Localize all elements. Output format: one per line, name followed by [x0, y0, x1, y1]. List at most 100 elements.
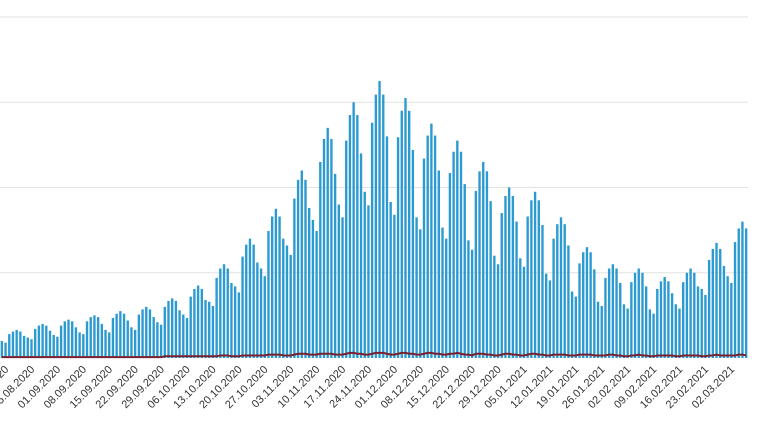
bar: [122, 313, 126, 358]
bar: [200, 288, 203, 358]
bar: [459, 151, 463, 358]
bar: [630, 282, 633, 358]
bar: [208, 301, 211, 358]
bar: [311, 219, 315, 358]
bar: [715, 242, 718, 358]
bar: [215, 277, 218, 358]
bar: [700, 288, 703, 358]
bar: [382, 94, 385, 358]
bar: [433, 135, 437, 358]
bar: [337, 204, 341, 358]
bar: [670, 293, 674, 358]
bar: [496, 264, 500, 358]
bar: [593, 269, 596, 358]
bar: [352, 102, 355, 359]
bar: [452, 151, 455, 358]
bar: [378, 80, 381, 358]
bar: [148, 309, 152, 358]
bar: [489, 201, 492, 358]
bar: [596, 301, 600, 358]
bar: [59, 325, 63, 358]
bar: [115, 313, 118, 358]
bar: [515, 221, 518, 358]
bar: [270, 216, 274, 358]
bar: [600, 306, 603, 358]
bar: [430, 123, 433, 358]
bar: [15, 329, 18, 358]
bar: [119, 311, 122, 358]
bar: [289, 254, 292, 358]
bar: [174, 300, 178, 358]
bar: [256, 262, 259, 358]
bar: [585, 247, 589, 358]
bar: [104, 329, 107, 358]
bar: [315, 230, 318, 358]
bar: [674, 304, 677, 358]
bar: [252, 244, 255, 358]
bar: [500, 213, 503, 358]
bar: [563, 224, 566, 358]
bar: [548, 280, 552, 358]
bar: [696, 286, 700, 358]
bar: [445, 238, 448, 358]
bar: [348, 115, 352, 358]
bar: [48, 330, 52, 358]
bar: [245, 244, 248, 358]
bar: [111, 317, 115, 358]
bar: [737, 228, 740, 358]
bar: [644, 286, 648, 358]
bar: [615, 268, 618, 358]
bar: [711, 248, 715, 358]
bar: [678, 308, 681, 358]
bar: [189, 296, 192, 358]
bar: [393, 214, 396, 358]
bar: [163, 306, 166, 358]
bar: [604, 277, 607, 358]
bar: [370, 122, 374, 358]
bar: [582, 252, 585, 358]
bar: [204, 300, 207, 358]
bar: [11, 331, 15, 358]
bar: [308, 207, 311, 358]
bar: [282, 238, 285, 358]
bar: [8, 334, 11, 358]
bar: [345, 140, 348, 358]
bar: [663, 277, 666, 358]
bar: [733, 242, 737, 358]
bar: [741, 221, 744, 358]
bar: [145, 306, 148, 358]
bar: [470, 249, 474, 358]
bar: [278, 216, 281, 358]
bar: [570, 291, 574, 358]
bar: [326, 127, 329, 358]
bar: [89, 317, 92, 358]
bar: [522, 266, 526, 358]
bar: [567, 245, 570, 358]
bar: [130, 327, 133, 358]
bar: [537, 200, 540, 358]
bar: [19, 331, 22, 358]
bar: [633, 272, 637, 358]
bar: [652, 313, 655, 358]
bar: [171, 298, 174, 358]
bar: [156, 322, 159, 358]
bar: [589, 252, 592, 358]
bar: [274, 208, 278, 358]
bar: [659, 281, 663, 358]
line: [1, 351, 747, 359]
bar: [133, 329, 137, 358]
bar: [319, 161, 322, 358]
bar: [56, 336, 59, 358]
bar: [707, 259, 711, 358]
bar: [622, 304, 626, 358]
bar: [726, 276, 729, 358]
bar: [33, 329, 37, 358]
bar: [719, 248, 722, 358]
bar: [407, 110, 411, 358]
bar: [37, 325, 41, 358]
bar: [45, 325, 48, 358]
bar: [126, 320, 129, 358]
bar: [545, 273, 548, 358]
bar: [96, 317, 100, 358]
